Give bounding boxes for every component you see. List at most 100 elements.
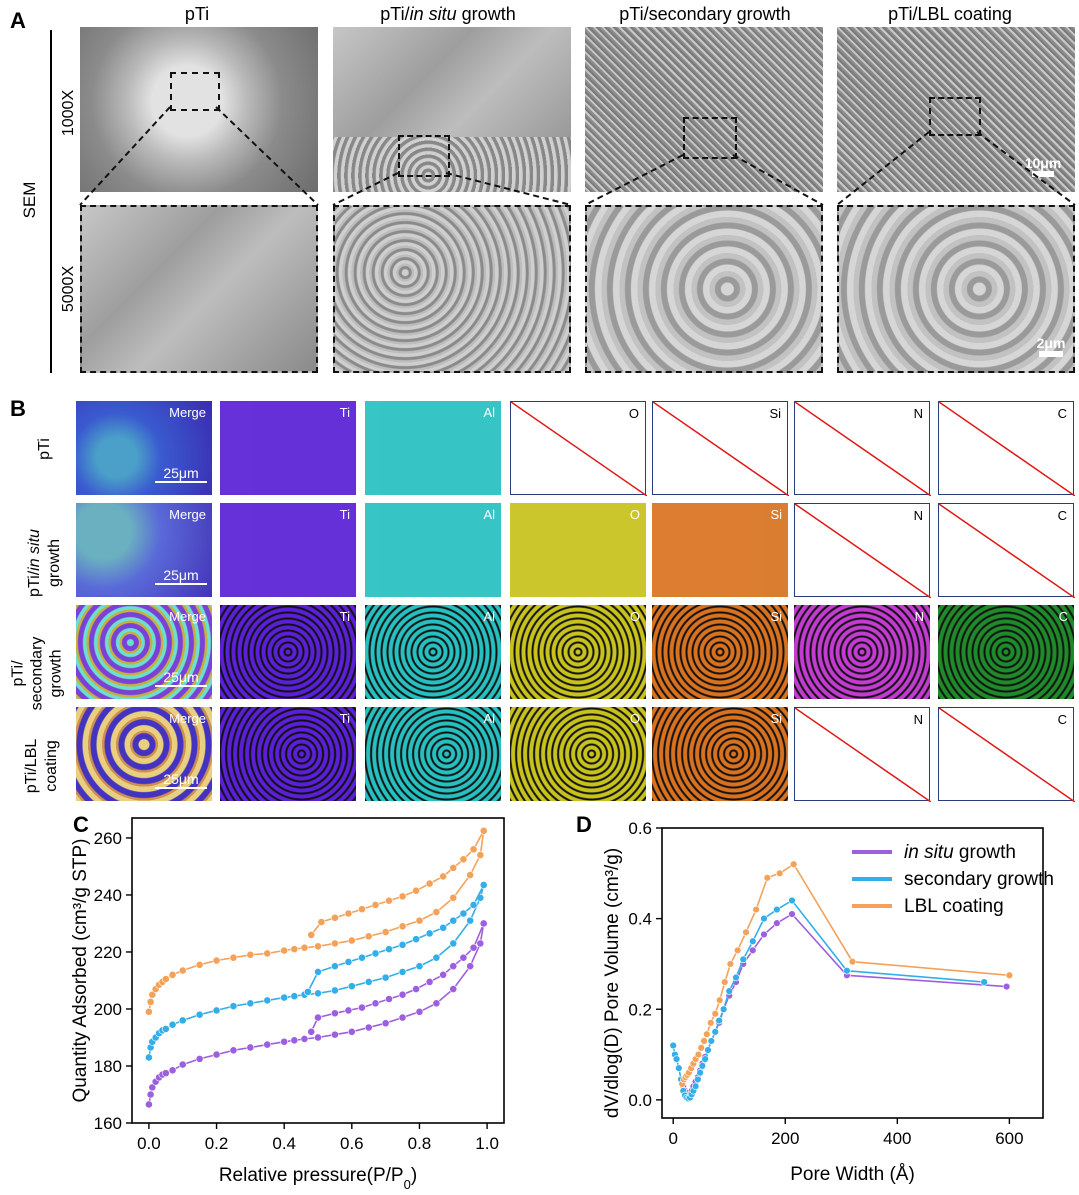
zoom-region-box bbox=[683, 117, 737, 159]
eds-channel-label: Al bbox=[483, 711, 495, 726]
eds-channel-label: Al bbox=[483, 507, 495, 522]
d-series-0-point bbox=[749, 946, 757, 955]
d-y-tick-label: 0.2 bbox=[628, 1000, 652, 1019]
c-series-0-adsorption-point bbox=[263, 1040, 272, 1049]
eds-channel-label: C bbox=[1057, 508, 1067, 523]
col-title-insitu: pTi/in situ growth bbox=[380, 4, 516, 24]
eds-channel-label: N bbox=[913, 406, 923, 421]
d-series-1-point bbox=[788, 896, 796, 905]
b-row-label-lbl: pTi/LBL coating bbox=[23, 738, 60, 794]
c-series-1-adsorption-point bbox=[466, 916, 475, 925]
c-series-2-adsorption-point bbox=[145, 1007, 153, 1016]
c-series-0-adsorption-point bbox=[466, 962, 475, 971]
eds-map-al: Al bbox=[365, 503, 501, 597]
scalebar-2um: 2μm bbox=[1029, 335, 1073, 357]
no-signal-cross bbox=[795, 504, 931, 598]
panel-a-letter: A bbox=[10, 8, 26, 33]
c-x-tick-label: 0.0 bbox=[137, 1134, 161, 1153]
c-series-2-desorption-point bbox=[331, 913, 339, 922]
eds-map-empty-o: O bbox=[510, 401, 647, 496]
d-y-axis-label: dV/dlog(D) Pore Volume (cm³/g) bbox=[602, 848, 623, 1118]
d-series-1-point bbox=[711, 1028, 719, 1036]
c-series-1-desorption-point bbox=[439, 923, 448, 932]
d-series-1-point bbox=[701, 1055, 709, 1063]
scalebar-25um-bar bbox=[155, 787, 207, 789]
d-series-1-point bbox=[980, 978, 988, 986]
c-series-2-desorption-point bbox=[479, 826, 488, 835]
c-series-2-adsorption-point bbox=[449, 893, 458, 902]
d-series-0-point bbox=[773, 919, 781, 927]
d-series-2-point bbox=[733, 946, 742, 955]
c-x-tick-label: 0.6 bbox=[340, 1134, 364, 1153]
no-signal-cross bbox=[939, 402, 1075, 496]
c-series-2-desorption-point bbox=[449, 863, 458, 872]
eds-map-empty-c: C bbox=[938, 707, 1075, 802]
d-series-1-point bbox=[696, 1068, 704, 1077]
d-series-1-point bbox=[669, 1041, 677, 1050]
c-series-1-desorption-point bbox=[344, 958, 353, 966]
c-series-0-desorption-point bbox=[344, 1006, 353, 1015]
c-series-1-desorption-point bbox=[358, 953, 366, 962]
c-series-1-desorption-point bbox=[449, 916, 458, 925]
scalebar-25um-label: 25μm bbox=[163, 771, 199, 787]
eds-channel-label: Ti bbox=[339, 507, 350, 522]
c-series-0-adsorption-point bbox=[476, 939, 485, 948]
no-signal-cross bbox=[795, 402, 931, 496]
d-legend-label: secondary growth bbox=[904, 869, 1054, 890]
d-series-2-point bbox=[716, 996, 724, 1004]
c-x-axis-label: Relative pressure(P/P0) bbox=[219, 1165, 417, 1192]
eds-map-ti: Ti bbox=[220, 503, 356, 597]
d-series-1-point bbox=[675, 1064, 683, 1072]
c-x-axis-label-tail: ) bbox=[411, 1165, 417, 1186]
c-series-2-adsorption-point bbox=[178, 966, 187, 975]
eds-map-o: O bbox=[510, 605, 646, 699]
sem-lbl-1000x: 10μm bbox=[837, 27, 1075, 192]
eds-map-merge: Merge 25μm bbox=[76, 401, 212, 495]
c-y-tick-label: 180 bbox=[94, 1057, 122, 1076]
d-series-2-point bbox=[707, 1019, 715, 1027]
d-series-1-point bbox=[732, 973, 740, 982]
eds-map-al: Al bbox=[365, 707, 501, 801]
d-y-tick-label: 0.4 bbox=[628, 910, 652, 929]
scalebar-25um-label: 25μm bbox=[163, 669, 199, 685]
scalebar-25um-label: 25μm bbox=[163, 465, 199, 481]
c-series-2-desorption-point bbox=[425, 879, 434, 888]
eds-channel-label: Al bbox=[483, 405, 495, 420]
eds-channel-label: Si bbox=[769, 406, 781, 421]
c-series-0-adsorption-point bbox=[178, 1060, 187, 1069]
c-x-tick-label: 0.8 bbox=[408, 1134, 432, 1153]
c-series-0-desorption-point bbox=[331, 1009, 339, 1018]
c-series-2-adsorption-point bbox=[432, 908, 441, 916]
c-series-0-adsorption-point bbox=[212, 1050, 221, 1059]
scalebar-10um-label: 10μm bbox=[1024, 155, 1062, 171]
sem-insitu-5000x bbox=[333, 205, 571, 373]
c-x-tick-label: 1.0 bbox=[475, 1134, 499, 1153]
c-series-0-adsorption-point bbox=[432, 999, 441, 1008]
c-series-1-adsorption-point bbox=[246, 999, 255, 1008]
c-series-1-adsorption-point bbox=[398, 968, 407, 976]
c-series-2-adsorption-point bbox=[146, 997, 155, 1006]
scalebar-25um: 25μm bbox=[154, 669, 208, 687]
c-series-2-adsorption-point bbox=[415, 916, 424, 925]
d-legend-label: LBL coating bbox=[904, 896, 1004, 917]
eds-channel-label: Merge bbox=[169, 405, 206, 420]
no-signal-diagonal bbox=[795, 402, 931, 496]
zoom-region-box bbox=[929, 97, 981, 136]
c-series-2-desorption-point bbox=[385, 896, 393, 905]
c-series-2-adsorption-point bbox=[195, 960, 204, 969]
c-series-2-adsorption-point bbox=[347, 936, 356, 945]
no-signal-diagonal bbox=[653, 402, 789, 496]
c-series-2-adsorption-line bbox=[148, 830, 485, 1012]
col-title-secondary: pTi/secondary growth bbox=[619, 4, 791, 24]
no-signal-cross bbox=[653, 402, 789, 496]
c-series-0-desorption-point bbox=[439, 970, 448, 979]
eds-map-o: O bbox=[510, 707, 646, 801]
c-series-2-desorption-point bbox=[344, 909, 353, 918]
c-series-1-adsorption-point bbox=[364, 978, 373, 986]
d-series-1-point bbox=[704, 1046, 712, 1054]
no-signal-cross bbox=[511, 402, 647, 496]
eds-map-si: Si bbox=[652, 605, 788, 699]
c-series-2-adsorption-point bbox=[331, 939, 339, 948]
c-series-1-adsorption-point bbox=[161, 1025, 170, 1033]
crystal-band bbox=[333, 137, 571, 192]
